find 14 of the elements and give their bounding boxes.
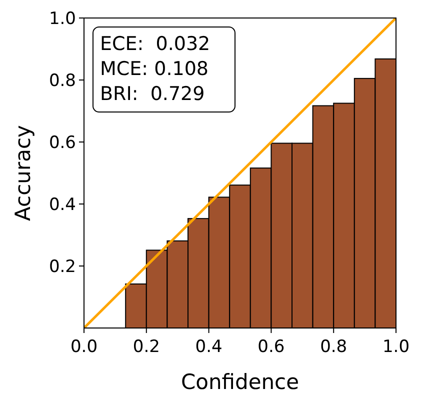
y-tick-label: 0.4 <box>48 195 76 215</box>
x-tick-label: 0.8 <box>320 337 348 357</box>
x-tick-label: 1.0 <box>382 337 410 357</box>
y-tick-label: 0.2 <box>48 257 76 277</box>
x-tick-label: 0.6 <box>258 337 285 357</box>
x-tick-label: 0.2 <box>132 337 160 357</box>
y-tick-label: 0.6 <box>48 133 76 153</box>
x-tick-label: 0.0 <box>70 337 98 357</box>
annotation: ECE: 0.032 MCE: 0.108 BRI: 0.729 <box>100 33 210 105</box>
x-axis-title: Confidence <box>180 370 300 394</box>
x-tick-label: 0.4 <box>195 337 222 357</box>
y-tick-label: 0.8 <box>48 71 76 91</box>
y-axis-title: Accuracy <box>11 125 35 221</box>
y-tick-label: 1.0 <box>48 9 76 29</box>
